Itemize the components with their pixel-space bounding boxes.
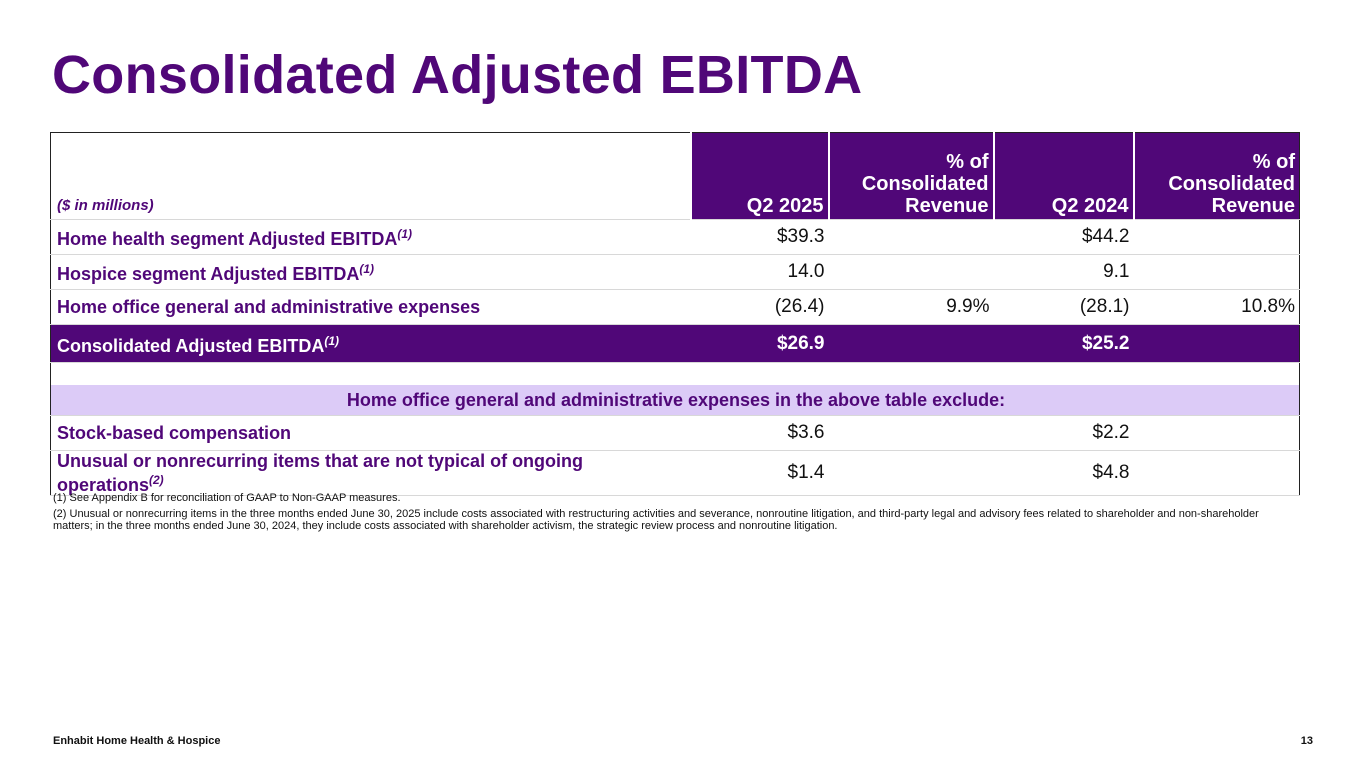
cell bbox=[828, 450, 994, 496]
table-row: Home health segment Adjusted EBITDA(1) $3… bbox=[50, 219, 1300, 255]
cell bbox=[1133, 324, 1300, 363]
cell: 14.0 bbox=[690, 254, 829, 290]
row-label-text: Home health segment Adjusted EBITDA bbox=[57, 229, 398, 249]
cell bbox=[1133, 415, 1300, 451]
column-header: % of Consolidated Revenue bbox=[827, 132, 994, 220]
page-number: 13 bbox=[1300, 735, 1313, 747]
section-row: Home office general and administrative e… bbox=[50, 385, 1300, 416]
row-label: Stock-based compensation bbox=[50, 415, 691, 451]
footnote-ref: (1) bbox=[359, 262, 375, 276]
row-label-text: Unusual or nonrecurring items that are n… bbox=[57, 450, 584, 495]
row-label: Consolidated Adjusted EBITDA(1) bbox=[50, 324, 691, 363]
cell bbox=[1133, 219, 1300, 255]
row-label: Home office general and administrative e… bbox=[50, 289, 691, 325]
footnote: (2) Unusual or nonrecurring items in the… bbox=[53, 508, 1259, 532]
spacer bbox=[51, 363, 1300, 386]
row-label: Unusual or nonrecurring items that are n… bbox=[50, 450, 691, 496]
row-label: Hospice segment Adjusted EBITDA(1) bbox=[50, 254, 691, 290]
column-header: Q2 2025 bbox=[689, 132, 829, 220]
row-label-text: Stock-based compensation bbox=[57, 422, 292, 443]
cell: $4.8 bbox=[993, 450, 1134, 496]
ebitda-table: ($ in millions) Q2 2025% of Consolidated… bbox=[50, 132, 1300, 496]
row-label-text: Home office general and administrative e… bbox=[57, 296, 481, 317]
cell: 10.8% bbox=[1133, 289, 1300, 325]
row-label: Home health segment Adjusted EBITDA(1) bbox=[50, 219, 691, 255]
footer-company: Enhabit Home Health & Hospice bbox=[53, 735, 221, 747]
table-row: Consolidated Adjusted EBITDA(1) $26.9 $25.… bbox=[50, 324, 1300, 363]
row-label-text: Hospice segment Adjusted EBITDA bbox=[57, 264, 360, 284]
spacer-row bbox=[51, 363, 1300, 386]
unit-label: ($ in millions) bbox=[50, 132, 691, 220]
table-row: Unusual or nonrecurring items that are n… bbox=[50, 450, 1300, 496]
cell bbox=[1133, 450, 1300, 496]
cell: (26.4) bbox=[690, 289, 829, 325]
cell: $26.9 bbox=[690, 324, 829, 363]
column-header: Q2 2024 bbox=[992, 132, 1134, 220]
footnote: (1) See Appendix B for reconciliation of… bbox=[53, 492, 401, 504]
cell: $3.6 bbox=[690, 415, 829, 451]
cell bbox=[828, 415, 994, 451]
cell: 9.1 bbox=[993, 254, 1134, 290]
cell: $25.2 bbox=[993, 324, 1134, 363]
section-header: Home office general and administrative e… bbox=[50, 385, 1300, 416]
slide-title: Consolidated Adjusted EBITDA bbox=[52, 45, 863, 105]
footnote-ref: (1) bbox=[397, 227, 413, 241]
footnotes: (1) See Appendix B for reconciliation of… bbox=[53, 492, 1263, 536]
cell bbox=[1133, 254, 1300, 290]
column-header: % of Consolidated Revenue bbox=[1132, 132, 1300, 220]
cell: $39.3 bbox=[690, 219, 829, 255]
table-row: Hospice segment Adjusted EBITDA(1) 14.0 9.… bbox=[50, 254, 1300, 290]
cell: 9.9% bbox=[828, 289, 994, 325]
cell bbox=[828, 324, 994, 363]
footnote-ref: (1) bbox=[324, 333, 340, 348]
cell: $2.2 bbox=[993, 415, 1134, 451]
cell: $1.4 bbox=[690, 450, 829, 496]
cell: $44.2 bbox=[993, 219, 1134, 255]
cell bbox=[828, 219, 994, 255]
table-row: Home office general and administrative e… bbox=[50, 289, 1300, 325]
cell: (28.1) bbox=[993, 289, 1134, 325]
footnote-ref: (2) bbox=[149, 472, 164, 487]
row-label-text: Consolidated Adjusted EBITDA bbox=[57, 335, 325, 356]
cell bbox=[828, 254, 994, 290]
table-row: Stock-based compensation $3.6 $2.2 bbox=[50, 415, 1300, 451]
